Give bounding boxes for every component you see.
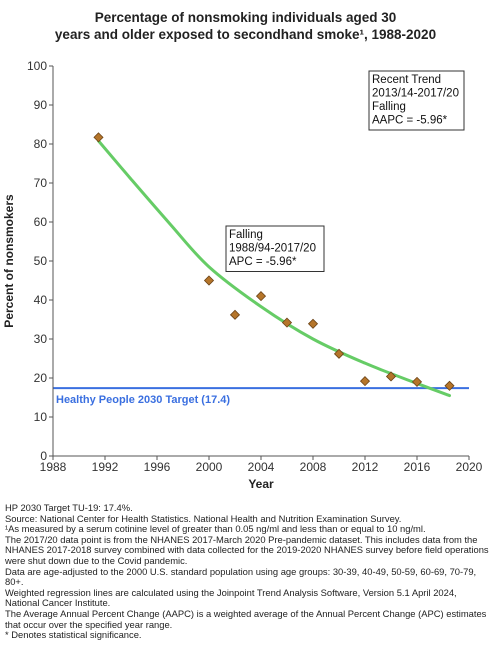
chart-title: Percentage of nonsmoking individuals age…: [0, 9, 491, 43]
annotation-text: AAPC = -5.96*: [372, 115, 448, 127]
annotation-text: Falling: [372, 101, 406, 113]
annotation-text: 2013/14-2017/20: [372, 88, 459, 100]
data-point: [229, 309, 241, 320]
chart-plot: 0 10 20 30 40 50 60 70 80 90 100 1988 1992 1996 2000 20…: [2, 59, 483, 491]
y-tick-label: 50: [34, 254, 48, 268]
data-point: [333, 348, 345, 359]
y-tick-label: 30: [34, 332, 48, 346]
y-tick-label: 20: [34, 371, 48, 385]
footnote: HP 2030 Target TU-19: 17.4%.: [5, 502, 133, 513]
y-tick-label: 0: [40, 449, 47, 463]
x-tick-label: 2012: [352, 460, 379, 474]
data-point: [359, 376, 371, 387]
annotation-text: Recent Trend: [372, 74, 441, 86]
x-axis-label: Year: [248, 477, 274, 491]
y-tick-label: 90: [34, 98, 48, 112]
annotation-text: Falling: [229, 229, 263, 241]
y-tick-label: 10: [34, 410, 48, 424]
footnote: The 2017/20 data point is from the NHANE…: [5, 533, 489, 566]
data-point: [385, 371, 397, 382]
y-tick-label: 100: [27, 59, 47, 73]
trend-line: [97, 139, 451, 398]
x-tick-label: 1988: [40, 460, 67, 474]
data-point: [307, 318, 319, 329]
annotation-box: [225, 225, 325, 272]
footnote: Data are age-adjusted to the 2000 U.S. s…: [5, 565, 477, 588]
footnote: * Denotes statistical significance.: [5, 629, 142, 641]
x-tick-label: 2020: [456, 460, 483, 474]
annotation-text: APC = -5.96*: [229, 256, 297, 268]
y-tick-label: 60: [34, 215, 48, 229]
annotation-box: [368, 70, 465, 131]
data-point: [281, 317, 293, 328]
x-tick-label: 1996: [144, 460, 171, 474]
footnotes: HP 2030 Target TU-19: 17.4%. Source: Nat…: [5, 502, 489, 641]
x-tick-label: 1992: [92, 460, 119, 474]
x-tick-label: 2008: [300, 460, 327, 474]
x-tick-label: 2000: [196, 460, 223, 474]
footnote: ¹As measured by a serum cotinine level o…: [5, 523, 426, 535]
footnote: Weighted regression lines are calculated…: [5, 586, 457, 609]
x-tick-label: 2016: [404, 460, 431, 474]
y-tick-label: 40: [34, 293, 48, 307]
data-point: [203, 275, 215, 286]
chart-title-line-2: years and older exposed to secondhand sm…: [54, 27, 437, 42]
y-tick-label: 70: [34, 176, 48, 190]
data-point: [255, 291, 267, 302]
footnote: The Average Annual Percent Change (AAPC)…: [5, 607, 487, 630]
data-point: [444, 380, 455, 391]
data-point: [93, 132, 104, 143]
y-axis-label: Percent of nonsmokers: [2, 194, 16, 328]
x-tick-label: 2004: [248, 460, 275, 474]
annotation-text: 1988/94-2017/20: [229, 243, 316, 255]
chart-title-line-1: Percentage of nonsmoking individuals age…: [94, 10, 397, 25]
target-label: Healthy People 2030 Target (17.4): [56, 394, 230, 406]
y-tick-label: 80: [34, 137, 48, 151]
data-point: [411, 376, 423, 387]
footnote: Source: National Center for Health Stati…: [5, 512, 402, 524]
